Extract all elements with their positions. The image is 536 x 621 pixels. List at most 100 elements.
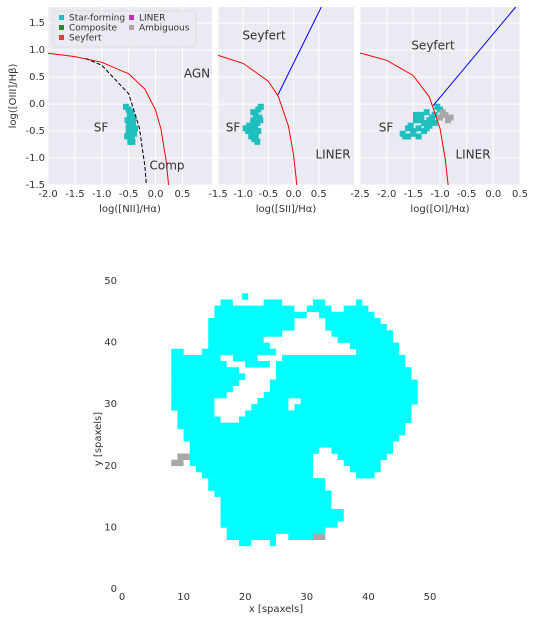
x-tick-label: 0.5 [512, 189, 528, 200]
spaxel-run [269, 379, 418, 387]
data-point [132, 125, 139, 132]
legend-label: Seyfert [69, 34, 102, 44]
spaxel-run [220, 508, 344, 516]
y-tick-label: 1.5 [29, 18, 45, 29]
data-point [128, 109, 135, 116]
data-point [418, 117, 425, 124]
x-tick-label: -1.0 [92, 189, 112, 200]
data-point [251, 136, 258, 143]
data-point [429, 114, 435, 121]
data-point [252, 125, 259, 132]
spaxel-run [177, 410, 215, 417]
plot-area [218, 7, 322, 185]
spaxel-run [343, 459, 381, 467]
spaxel-run [202, 471, 313, 479]
spaxel-run [183, 428, 406, 436]
data-point [255, 128, 262, 135]
spaxel-run [349, 342, 400, 350]
data-point [431, 119, 438, 126]
spaxel-run [239, 416, 412, 423]
spaxel-run [245, 410, 412, 417]
spaxel-run [189, 453, 313, 460]
spaxel-run [171, 373, 246, 380]
spaxel-run [208, 317, 295, 325]
y-tick-label: 40 [104, 338, 117, 349]
spaxel-run [356, 299, 363, 306]
spaxel-run [276, 367, 412, 374]
spaxel-run [337, 336, 394, 343]
y-axis-label: log([OIII]/Hβ) [8, 63, 19, 128]
y-tick-label: 0.0 [29, 99, 45, 110]
legend-marker [59, 25, 64, 30]
x-tick-label: 0 [119, 592, 125, 603]
spaxel-run [263, 299, 283, 306]
x-tick-label: -1.0 [233, 189, 253, 200]
x-tick-label: -0.5 [259, 189, 279, 200]
x-tick-label: 20 [239, 592, 252, 603]
spaxel-run [171, 379, 240, 387]
x-tick-label: -2.5 [350, 189, 370, 200]
spaxel-run [189, 459, 313, 467]
legend-box [52, 10, 197, 48]
x-tick-label: 0.0 [286, 189, 302, 200]
x-tick-label: -1.5 [65, 189, 85, 200]
region-label: SF [379, 121, 394, 135]
x-tick-label: 0.5 [174, 189, 190, 200]
spaxel-run [171, 348, 184, 356]
x-tick-label: 10 [177, 592, 190, 603]
plot-area [360, 7, 517, 185]
x-axis-label: x [spaxels] [249, 604, 303, 615]
spaxel-run [171, 385, 233, 393]
data-point [434, 103, 441, 110]
data-point [257, 117, 264, 124]
x-tick-label: -1.5 [404, 189, 424, 200]
legend-marker [59, 15, 64, 20]
spaxel-run [294, 404, 412, 411]
data-point [250, 109, 257, 116]
region-label: Seyfert [242, 29, 286, 43]
spaxel-run [331, 447, 394, 454]
data-point [410, 130, 417, 137]
spaxel-run [242, 293, 249, 300]
data-point [413, 111, 419, 118]
spaxel-run [208, 342, 270, 350]
y-tick-label: 50 [104, 276, 117, 287]
x-tick-label: -1.0 [430, 189, 450, 200]
data-point [415, 125, 422, 132]
data-point [415, 133, 422, 140]
spaxel-run [300, 398, 418, 405]
demarcation-line [85, 57, 147, 185]
spaxel-run [208, 336, 264, 343]
spaxel-run [220, 502, 332, 510]
legend-label: Ambiguous [139, 24, 190, 34]
data-point [423, 109, 430, 116]
spaxel-run [349, 465, 381, 473]
data-point [242, 125, 249, 132]
spaxel-run [171, 354, 221, 362]
spaxel-run [325, 317, 381, 325]
spaxel-run [251, 404, 289, 411]
data-point [126, 119, 133, 126]
spaxel-run [282, 354, 406, 362]
spaxel-run [214, 490, 332, 497]
data-point [125, 130, 132, 137]
spaxel-run [245, 361, 270, 368]
y-axis-label: y [spaxels] [93, 412, 104, 466]
spaxel-run [356, 348, 400, 356]
x-tick-label: 50 [424, 592, 437, 603]
spaxel-run [220, 515, 344, 522]
demarcation-line [277, 7, 322, 96]
demarcation-line [360, 52, 449, 185]
spaxel-run [214, 311, 307, 319]
legend-marker [129, 15, 134, 20]
region-label: SF [226, 121, 241, 135]
spaxel-run [195, 465, 313, 473]
spaxel-run [220, 299, 233, 306]
spaxel-run [177, 416, 221, 423]
data-point [405, 125, 411, 132]
spaxel-run [257, 398, 289, 405]
spaxel-run [171, 398, 215, 405]
data-point [246, 122, 253, 129]
x-tick-label: -0.5 [119, 189, 139, 200]
